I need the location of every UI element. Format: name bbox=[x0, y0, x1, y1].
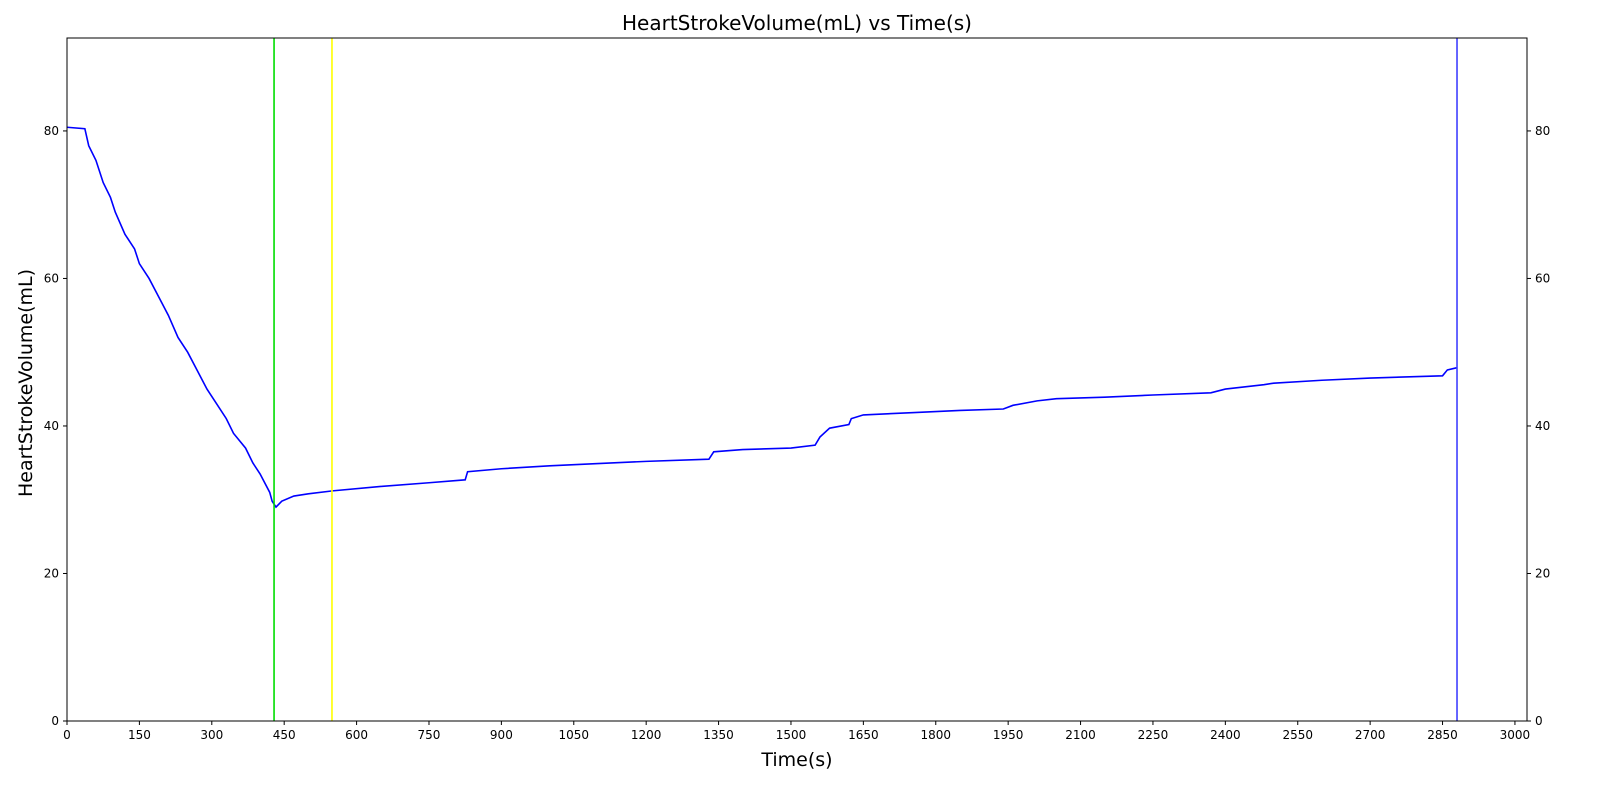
x-axis-label: Time(s) bbox=[760, 749, 832, 771]
x-tick-label: 2550 bbox=[1282, 728, 1313, 742]
y2-tick-label: 40 bbox=[1535, 419, 1550, 433]
x-tick-label: 1650 bbox=[848, 728, 879, 742]
y-tick-label: 60 bbox=[44, 271, 59, 285]
x-tick-label: 300 bbox=[200, 728, 223, 742]
x-tick-label: 0 bbox=[63, 728, 71, 742]
y2-tick-label: 80 bbox=[1535, 124, 1550, 138]
x-tick-label: 1050 bbox=[559, 728, 590, 742]
x-tick-label: 900 bbox=[490, 728, 513, 742]
y2-tick-label: 0 bbox=[1535, 714, 1543, 728]
x-tick-label: 2400 bbox=[1210, 728, 1241, 742]
y-tick-label: 80 bbox=[44, 124, 59, 138]
x-tick-label: 1800 bbox=[920, 728, 951, 742]
x-tick-label: 1350 bbox=[703, 728, 734, 742]
x-tick-label: 450 bbox=[273, 728, 296, 742]
x-tick-label: 2700 bbox=[1355, 728, 1386, 742]
x-tick-label: 600 bbox=[345, 728, 368, 742]
x-tick-label: 1200 bbox=[631, 728, 662, 742]
plot-frame bbox=[66, 37, 1528, 722]
data-line bbox=[66, 126, 1458, 509]
y2-tick-label: 60 bbox=[1535, 271, 1550, 285]
x-tick-label: 2250 bbox=[1138, 728, 1169, 742]
y-tick-label: 20 bbox=[44, 566, 59, 580]
x-tick-label: 2100 bbox=[1065, 728, 1096, 742]
y-axis-label: HeartStrokeVolume(mL) bbox=[15, 269, 37, 497]
x-tick-label: 2850 bbox=[1427, 728, 1458, 742]
chart-title: HeartStrokeVolume(mL) vs Time(s) bbox=[622, 11, 972, 35]
x-tick-label: 3000 bbox=[1500, 728, 1531, 742]
x-tick-label: 1500 bbox=[776, 728, 807, 742]
x-tick-label: 1950 bbox=[993, 728, 1024, 742]
x-tick-label: 750 bbox=[418, 728, 441, 742]
y-tick-label: 0 bbox=[51, 714, 59, 728]
y-tick-label: 40 bbox=[44, 419, 59, 433]
x-tick-label: 150 bbox=[128, 728, 151, 742]
y2-tick-label: 20 bbox=[1535, 566, 1550, 580]
